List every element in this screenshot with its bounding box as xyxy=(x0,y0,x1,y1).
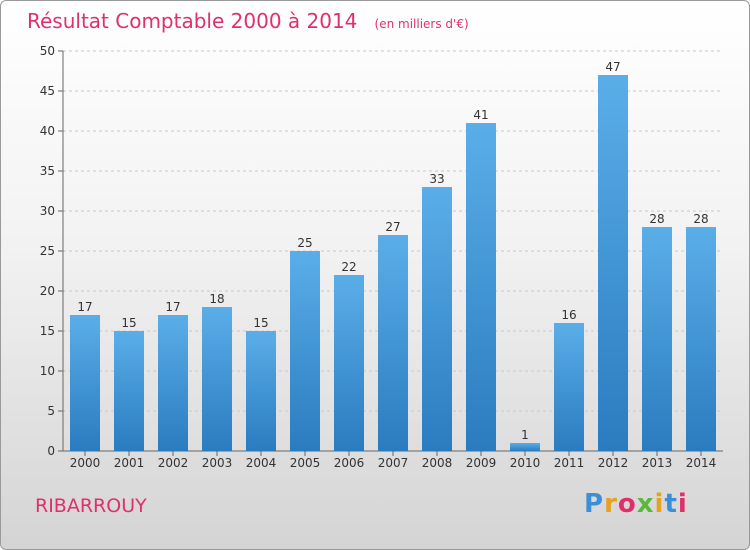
y-tick-label: 30 xyxy=(40,204,55,218)
value-label-2002: 17 xyxy=(165,300,180,314)
bar-2010 xyxy=(510,443,540,451)
x-tick-label: 2013 xyxy=(642,456,673,470)
x-tick-label: 2006 xyxy=(334,456,365,470)
value-label-2011: 16 xyxy=(561,308,576,322)
bar-2002 xyxy=(158,315,188,451)
y-tick-label: 15 xyxy=(40,324,55,338)
bar-2013 xyxy=(642,227,672,451)
value-label-2014: 28 xyxy=(693,212,708,226)
bar-2001 xyxy=(114,331,144,451)
commune-name: RIBARROUY xyxy=(35,495,147,517)
bar-2009 xyxy=(466,123,496,451)
x-tick-label: 2011 xyxy=(554,456,585,470)
chart-title-unit: (en milliers d'€) xyxy=(375,17,469,31)
bar-2014 xyxy=(686,227,716,451)
bar-2007 xyxy=(378,235,408,451)
x-tick-label: 2014 xyxy=(686,456,717,470)
bar-2008 xyxy=(422,187,452,451)
y-tick-label: 45 xyxy=(40,84,55,98)
bar-2011 xyxy=(554,323,584,451)
x-tick-label: 2012 xyxy=(598,456,629,470)
value-label-2008: 33 xyxy=(429,172,444,186)
y-tick-label: 5 xyxy=(47,404,55,418)
value-label-2001: 15 xyxy=(121,316,136,330)
x-tick-label: 2002 xyxy=(158,456,189,470)
y-tick-label: 20 xyxy=(40,284,55,298)
y-tick-label: 0 xyxy=(47,444,55,458)
x-tick-label: 2008 xyxy=(422,456,453,470)
x-tick-label: 2000 xyxy=(70,456,101,470)
value-label-2003: 18 xyxy=(209,292,224,306)
chart-title-main: Résultat Comptable 2000 à 2014 xyxy=(27,9,357,33)
x-tick-label: 2001 xyxy=(114,456,145,470)
y-tick-label: 35 xyxy=(40,164,55,178)
value-label-2012: 47 xyxy=(605,60,620,74)
bar-2006 xyxy=(334,275,364,451)
y-tick-label: 50 xyxy=(40,44,55,58)
bar-2012 xyxy=(598,75,628,451)
x-tick-label: 2005 xyxy=(290,456,321,470)
bar-2000 xyxy=(70,315,100,451)
value-label-2009: 41 xyxy=(473,108,488,122)
value-label-2000: 17 xyxy=(77,300,92,314)
y-tick-label: 25 xyxy=(40,244,55,258)
value-label-2010: 1 xyxy=(521,428,529,442)
x-tick-label: 2009 xyxy=(466,456,497,470)
y-tick-label: 40 xyxy=(40,124,55,138)
x-tick-label: 2003 xyxy=(202,456,233,470)
x-tick-label: 2007 xyxy=(378,456,409,470)
value-label-2005: 25 xyxy=(297,236,312,250)
value-label-2004: 15 xyxy=(253,316,268,330)
x-tick-label: 2004 xyxy=(246,456,277,470)
y-tick-label: 10 xyxy=(40,364,55,378)
value-label-2013: 28 xyxy=(649,212,664,226)
bar-2003 xyxy=(202,307,232,451)
value-label-2006: 22 xyxy=(341,260,356,274)
brand-logo: Proxiti xyxy=(584,489,688,519)
value-label-2007: 27 xyxy=(385,220,400,234)
bar-2005 xyxy=(290,251,320,451)
bar-2004 xyxy=(246,331,276,451)
x-tick-label: 2010 xyxy=(510,456,541,470)
chart-title: Résultat Comptable 2000 à 2014 (en milli… xyxy=(27,9,469,33)
